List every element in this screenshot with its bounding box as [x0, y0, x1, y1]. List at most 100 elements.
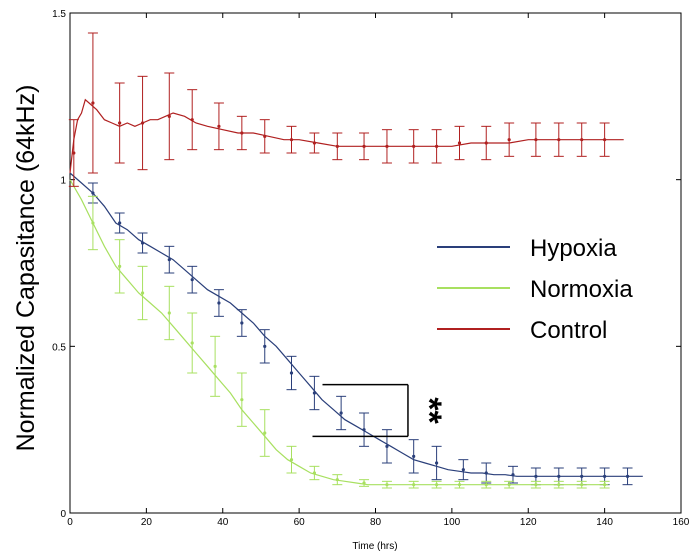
data-point	[312, 391, 316, 395]
series-hypoxia	[69, 172, 643, 486]
data-point	[263, 344, 267, 348]
data-point	[91, 101, 95, 105]
data-point	[603, 483, 607, 487]
data-point	[412, 483, 416, 487]
data-point	[625, 474, 630, 478]
x-tick-label: 80	[370, 517, 382, 528]
data-point	[289, 458, 294, 462]
legend: Hypoxia Normoxia Control	[437, 235, 633, 344]
data-point	[557, 138, 561, 142]
data-point	[603, 138, 607, 142]
data-point	[534, 483, 538, 487]
series-line	[69, 172, 643, 477]
data-point	[335, 144, 339, 148]
data-point	[385, 444, 389, 448]
data-point	[603, 474, 607, 478]
data-point	[118, 121, 122, 125]
data-point	[289, 138, 294, 142]
data-point	[580, 138, 584, 142]
data-point	[457, 141, 462, 145]
data-point	[91, 191, 95, 195]
data-point	[140, 121, 145, 125]
data-point	[412, 454, 416, 458]
data-point	[339, 411, 343, 415]
data-point	[385, 144, 389, 148]
data-point	[511, 473, 515, 477]
data-point	[140, 291, 145, 295]
data-point	[240, 131, 244, 135]
data-point	[461, 468, 465, 472]
x-tick-label: 20	[141, 517, 153, 528]
data-point	[312, 141, 316, 145]
data-point	[580, 474, 584, 478]
series-layer	[68, 32, 643, 489]
data-point	[217, 301, 221, 305]
data-point	[312, 471, 316, 475]
data-point	[412, 144, 416, 148]
data-point	[484, 483, 488, 487]
data-point	[435, 461, 439, 465]
data-point	[167, 311, 171, 315]
y-tick-label: 0.5	[52, 342, 66, 353]
x-axis-label: Time (hrs)	[352, 541, 397, 552]
legend-label-normoxia: Normoxia	[530, 276, 633, 303]
data-point	[190, 118, 194, 122]
data-point	[457, 483, 462, 487]
data-point	[263, 134, 267, 138]
data-point	[118, 264, 122, 268]
data-point	[534, 474, 538, 478]
series-line	[69, 98, 624, 174]
significance-bracket: **	[312, 383, 448, 438]
data-point	[289, 371, 294, 375]
data-point	[507, 483, 511, 487]
data-point	[507, 138, 511, 142]
x-tick-label: 160	[673, 517, 690, 528]
data-point	[484, 141, 488, 145]
data-point	[240, 398, 244, 402]
series-control	[68, 32, 624, 187]
y-tick-label: 0	[60, 509, 66, 520]
x-tick-label: 40	[217, 517, 229, 528]
data-point	[362, 481, 366, 485]
data-point	[190, 341, 194, 345]
legend-label-hypoxia: Hypoxia	[530, 235, 617, 262]
series-normoxia	[69, 179, 610, 489]
data-point	[435, 483, 439, 487]
data-point	[240, 321, 244, 325]
x-tick-label: 0	[67, 517, 73, 528]
data-point	[362, 428, 366, 432]
data-point	[91, 221, 95, 225]
data-point	[385, 483, 389, 487]
data-point	[557, 483, 561, 487]
data-point	[362, 144, 366, 148]
data-point	[217, 124, 221, 128]
x-tick-label: 60	[294, 517, 306, 528]
data-point	[213, 364, 217, 368]
data-point	[167, 114, 171, 118]
y-axis-label: Normalized Capasitance (64kHz)	[12, 85, 40, 452]
data-point	[72, 151, 76, 155]
data-point	[435, 144, 439, 148]
y-axis-ticks: 0 0.5 1 1.5	[52, 9, 681, 520]
data-point	[167, 258, 171, 262]
data-point	[190, 278, 194, 282]
y-tick-label: 1.5	[52, 9, 66, 20]
data-point	[557, 474, 561, 478]
data-point	[263, 431, 267, 435]
x-tick-label: 100	[444, 517, 461, 528]
y-tick-label: 1	[60, 176, 66, 187]
x-axis-ticks: 0 20 40 60 80 100 120 140 160	[67, 13, 690, 528]
x-tick-label: 140	[596, 517, 613, 528]
data-point	[118, 221, 122, 225]
data-point	[484, 471, 488, 475]
data-point	[534, 138, 538, 142]
x-tick-label: 120	[520, 517, 537, 528]
series-line	[69, 179, 609, 486]
data-point	[335, 478, 339, 482]
plot-area	[69, 12, 682, 514]
data-point	[140, 241, 145, 245]
legend-label-control: Control	[530, 317, 607, 344]
significance-label: **	[410, 397, 448, 424]
data-point	[580, 483, 584, 487]
